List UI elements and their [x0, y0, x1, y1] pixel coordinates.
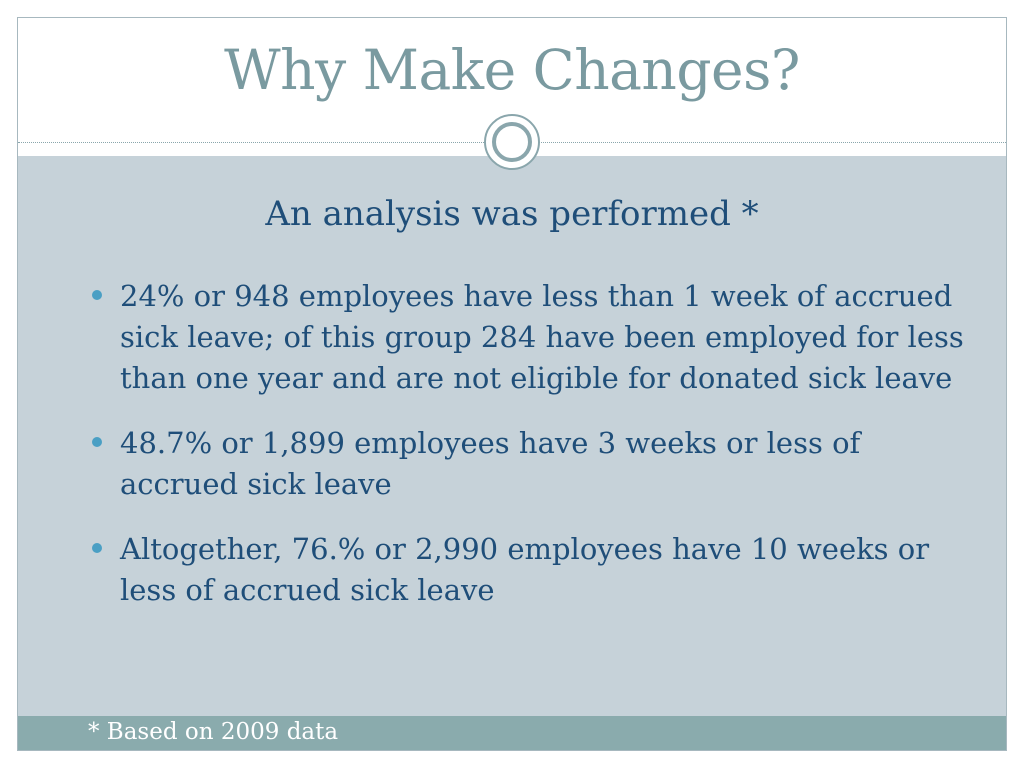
- bullet-text: 48.7% or 1,899 employees have 3 weeks or…: [120, 426, 861, 501]
- bullet-item: 24% or 948 employees have less than 1 we…: [90, 276, 970, 399]
- bullet-dot-icon: [92, 290, 102, 300]
- slide-title: Why Make Changes?: [224, 38, 800, 102]
- bullet-list: 24% or 948 employees have less than 1 we…: [90, 276, 970, 635]
- slide-frame: Why Make Changes? An analysis was perfor…: [17, 17, 1007, 751]
- subheading: An analysis was performed *: [265, 194, 759, 234]
- bullet-dot-icon: [92, 543, 102, 553]
- footnote: * Based on 2009 data: [88, 719, 339, 745]
- bullet-dot-icon: [92, 437, 102, 447]
- bullet-text: Altogether, 76.% or 2,990 employees have…: [120, 532, 930, 607]
- bullet-item: 48.7% or 1,899 employees have 3 weeks or…: [90, 423, 970, 505]
- circle-ornament-inner: [492, 122, 532, 162]
- circle-ornament-icon: [484, 114, 540, 170]
- content-panel: [18, 156, 1006, 716]
- bullet-item: Altogether, 76.% or 2,990 employees have…: [90, 529, 970, 611]
- bullet-text: 24% or 948 employees have less than 1 we…: [120, 279, 964, 395]
- footer-band: * Based on 2009 data: [18, 716, 1006, 750]
